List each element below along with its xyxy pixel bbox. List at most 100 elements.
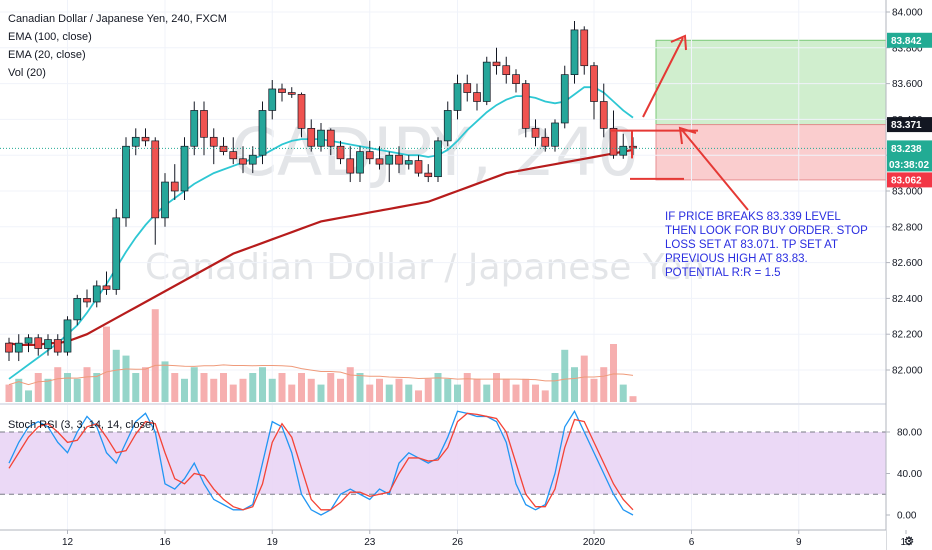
volume-bar-44 <box>434 373 442 402</box>
volume-bar-39 <box>385 384 393 402</box>
stoch-rsi-panel[interactable] <box>0 409 886 516</box>
candle-body-56 <box>551 122 559 147</box>
candle-body-34 <box>336 145 345 160</box>
tp-price-tag <box>887 32 932 48</box>
volume-bar-3 <box>34 373 42 402</box>
x-tick-label-6: 6 <box>689 537 695 548</box>
volume-bar-52 <box>512 384 520 402</box>
candle-body-63 <box>619 145 628 156</box>
volume-bar-12 <box>122 355 130 402</box>
volume-bars <box>5 309 637 402</box>
volume-bar-60 <box>590 378 598 402</box>
stoch-rsi-label[interactable]: Stoch RSI (3, 3, 14, 14, close) <box>8 419 155 431</box>
y-tick-label-10: 82.000 <box>892 366 923 377</box>
settings-gear-icon[interactable]: ⚙ <box>904 534 915 548</box>
candle-body-35 <box>346 158 355 174</box>
candle-body-46 <box>453 83 462 111</box>
candle-body-38 <box>375 158 384 165</box>
price-tags: 83.842 83.371 83.238 03:38:02 83.062 <box>887 32 932 188</box>
entry-price-text: 83.371 <box>891 120 922 131</box>
take-profit-zone[interactable] <box>655 39 887 126</box>
candle-body-42 <box>414 160 423 174</box>
annotation-note[interactable]: IF PRICE BREAKS 83.339 LEVEL THEN LOOK F… <box>665 211 868 279</box>
candle-body-24 <box>239 158 247 165</box>
volume-ma-line <box>8 364 634 386</box>
volume-bar-20 <box>200 373 208 402</box>
risk-reward-tool[interactable] <box>655 39 887 181</box>
candle-body-4 <box>44 339 52 349</box>
candle-body-47 <box>463 83 472 93</box>
volume-bar-54 <box>532 384 539 402</box>
volume-bar-37 <box>366 384 374 402</box>
volume-bar-32 <box>317 384 325 402</box>
candle-body-11 <box>112 217 121 290</box>
entry-price-tag <box>887 117 932 133</box>
symbol-title[interactable]: Canadian Dollar / Japanese Yen, 240, FXC… <box>8 13 227 25</box>
candle-body-62 <box>609 128 618 156</box>
volume-bar-6 <box>64 373 71 402</box>
rsi-line-0 <box>8 409 634 516</box>
volume-bar-64 <box>629 396 637 402</box>
y-tick-label-9: 82.200 <box>892 330 923 341</box>
volume-bar-59 <box>580 355 588 402</box>
volume-bar-22 <box>220 373 227 402</box>
y-tick-label-7: 82.600 <box>892 258 923 269</box>
candle-body-1 <box>14 342 23 353</box>
volume-bar-0 <box>5 384 13 402</box>
annotation-line-1: IF PRICE BREAKS 83.339 LEVEL <box>665 211 841 223</box>
candle-body-9 <box>92 285 101 303</box>
annotation-line-4: PREVIOUS HIGH AT 83.83. <box>665 253 808 265</box>
candle-body-49 <box>482 61 491 102</box>
time-axis-ticks: 12 16 19 23 26 2020 6 9 13 <box>62 530 912 548</box>
volume-bar-17 <box>171 373 179 402</box>
volume-bar-8 <box>83 367 91 402</box>
volume-bar-7 <box>73 378 81 402</box>
y-tick-label-0: 84.000 <box>892 8 923 19</box>
x-tick-label-1: 16 <box>159 537 171 548</box>
stop-loss-zone[interactable] <box>655 124 887 181</box>
y-tick-label-8: 82.400 <box>892 294 923 305</box>
volume-bar-50 <box>493 373 500 402</box>
panel-separator[interactable] <box>0 403 886 405</box>
volume-bar-31 <box>307 378 315 402</box>
arrow-up-icon[interactable] <box>642 34 687 118</box>
candle-body-13 <box>131 136 140 147</box>
arrow-annotation-icon[interactable] <box>678 126 749 211</box>
volume-bar-63 <box>619 384 627 402</box>
rsi-tick-label-2: 0.00 <box>897 511 917 522</box>
rsi-band-fill <box>0 432 886 495</box>
candle-body-58 <box>570 29 579 75</box>
candle-body-53 <box>521 83 530 129</box>
candle-body-61 <box>599 101 608 129</box>
candle-body-30 <box>297 93 306 129</box>
indicator-ema20[interactable]: EMA (20, close) <box>8 49 86 61</box>
volume-bar-48 <box>473 378 481 402</box>
candle-body-41 <box>404 160 413 165</box>
chart-legend: Canadian Dollar / Japanese Yen, 240, FXC… <box>8 13 227 79</box>
candle-body-12 <box>122 145 130 219</box>
user-drawings[interactable] <box>0 34 886 211</box>
price-axis[interactable] <box>886 0 932 550</box>
y-tick-label-5: 83.000 <box>892 187 923 198</box>
candle-body-2 <box>24 337 33 344</box>
candle-body-51 <box>502 65 511 75</box>
candle-body-52 <box>512 74 520 84</box>
x-tick-label-5: 2020 <box>583 537 606 548</box>
candle-body-20 <box>200 110 208 138</box>
indicator-ema100[interactable]: EMA (100, close) <box>8 31 92 43</box>
volume-bar-2 <box>25 390 32 402</box>
volume-bar-1 <box>15 378 23 402</box>
candles <box>5 20 637 362</box>
time-axis[interactable] <box>0 530 886 550</box>
x-tick-label-0: 12 <box>62 537 74 548</box>
volume-bar-30 <box>298 373 305 402</box>
volume-bar-47 <box>463 373 471 402</box>
volume-bar-46 <box>454 384 461 402</box>
ema-line-1 <box>8 148 634 347</box>
indicator-volume[interactable]: Vol (20) <box>8 67 46 79</box>
annotation-line-5: POTENTIAL R:R = 1.5 <box>665 267 781 279</box>
candle-body-28 <box>278 88 286 93</box>
candle-body-50 <box>492 61 501 67</box>
candle-body-10 <box>102 285 111 290</box>
